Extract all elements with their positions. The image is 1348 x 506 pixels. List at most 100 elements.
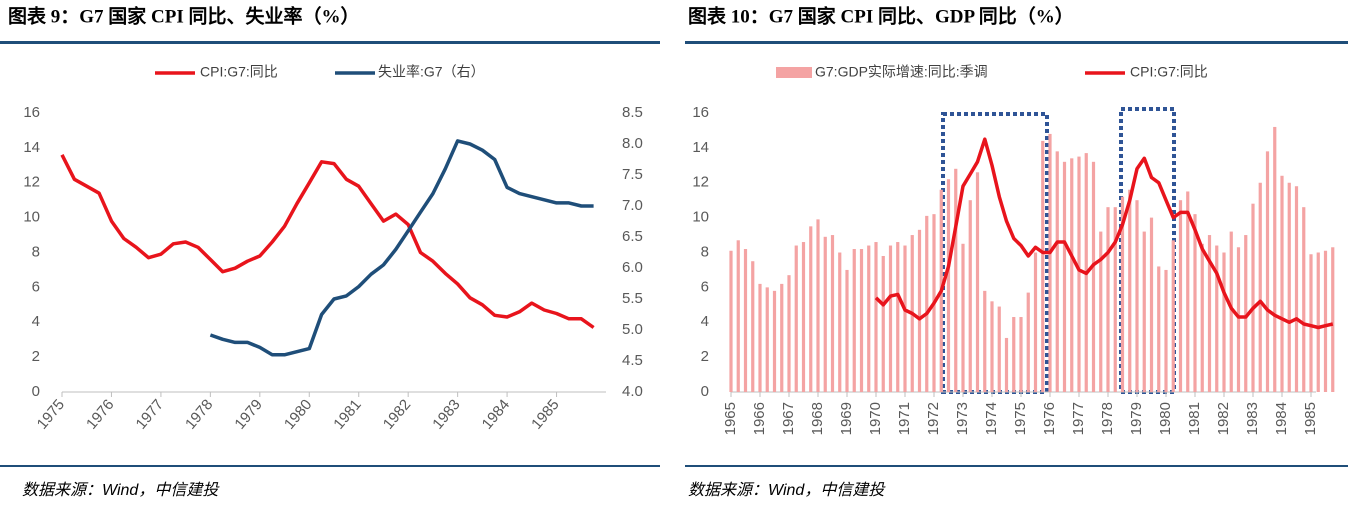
bar: [1251, 203, 1255, 392]
x-tick-label: 1966: [751, 402, 768, 435]
bar: [1164, 269, 1168, 392]
bar: [874, 242, 878, 392]
x-tick-label: 1973: [954, 402, 971, 435]
bar: [1070, 158, 1074, 392]
x-tick-label: 1981: [1186, 402, 1203, 435]
y-tick-label: 14: [692, 139, 709, 156]
x-tick-label: 1978: [182, 396, 216, 432]
bar: [830, 235, 835, 392]
x-tick-label: 1971: [896, 402, 913, 435]
bar: [925, 215, 929, 392]
bar: [743, 249, 748, 392]
y2-tick-label: 5.0: [622, 321, 643, 338]
y-tick-label: 8: [701, 243, 709, 260]
x-tick-label: 1982: [1215, 402, 1232, 435]
title-rule: [0, 41, 660, 44]
bar: [1222, 252, 1226, 392]
bar: [1287, 182, 1291, 392]
bar: [816, 219, 820, 392]
x-tick-label: 1979: [1128, 402, 1145, 435]
legend-label: 失业率:G7（右）: [378, 64, 485, 80]
bottom-rule: [685, 465, 1348, 467]
bar: [867, 245, 871, 392]
bar: [1193, 214, 1197, 392]
bar: [1294, 186, 1299, 392]
bar: [765, 287, 769, 392]
y2-tick-label: 8.5: [622, 104, 643, 121]
x-tick-label: 1974: [983, 402, 1000, 435]
source-note: 数据来源：Wind，中信建投: [688, 481, 886, 499]
y-tick-label: 2: [701, 348, 709, 365]
x-tick-label: 1972: [925, 402, 942, 435]
bar: [1178, 200, 1183, 392]
x-tick-label: 1980: [1157, 402, 1174, 435]
bar: [809, 226, 813, 392]
bar: [736, 240, 740, 392]
bar: [888, 245, 893, 392]
bar: [1041, 140, 1045, 392]
bar: [1004, 337, 1009, 392]
y-tick-label: 12: [23, 174, 40, 191]
bar: [1012, 317, 1016, 392]
legend-label: CPI:G7:同比: [200, 64, 278, 80]
bar: [1120, 196, 1125, 392]
bar: [845, 269, 849, 392]
bar: [997, 306, 1001, 392]
bar: [896, 242, 900, 392]
bar: [1302, 207, 1306, 392]
x-tick-label: 1984: [479, 396, 513, 432]
bar: [881, 255, 885, 392]
bar: [1099, 231, 1103, 392]
x-tick-label: 1977: [1070, 402, 1087, 435]
bar: [1106, 207, 1110, 392]
x-tick-label: 1968: [809, 402, 826, 435]
y2-tick-label: 6.5: [622, 228, 643, 245]
y2-tick-label: 7.5: [622, 166, 643, 183]
y-tick-label: 0: [32, 383, 40, 400]
y-tick-label: 6: [32, 278, 40, 295]
x-tick-label: 1977: [133, 396, 167, 432]
chart-title: 图表 9：G7 国家 CPI 同比、失业率（%）: [8, 4, 360, 27]
legend-label: CPI:G7:同比: [1130, 64, 1208, 80]
x-tick-label: 1976: [83, 396, 117, 432]
bar: [1055, 151, 1059, 392]
y-tick-label: 10: [692, 209, 709, 226]
bar: [1258, 182, 1262, 392]
bar: [1019, 317, 1023, 392]
bar: [1149, 217, 1154, 392]
bar: [772, 290, 777, 392]
bar: [975, 172, 980, 392]
y-tick-label: 10: [23, 209, 40, 226]
x-tick-label: 1979: [231, 396, 265, 432]
y2-tick-label: 4.5: [622, 352, 643, 369]
bar: [1157, 266, 1161, 392]
x-tick-label: 1982: [380, 396, 414, 432]
x-tick-label: 1965: [722, 402, 739, 435]
bar: [1128, 189, 1132, 392]
y-tick-label: 8: [32, 243, 40, 260]
x-tick-label: 1967: [780, 402, 797, 435]
bar: [1244, 235, 1248, 392]
bar: [780, 283, 784, 392]
bar: [903, 245, 907, 392]
y-tick-label: 16: [692, 104, 709, 121]
y2-tick-label: 7.0: [622, 197, 643, 214]
x-tick-label: 1980: [281, 396, 315, 432]
line: [874, 137, 1334, 330]
y-tick-label: 0: [701, 383, 709, 400]
bar: [1062, 161, 1067, 392]
bar: [1171, 240, 1175, 392]
bar: [729, 250, 733, 392]
y2-tick-label: 6.0: [622, 259, 643, 276]
bar: [751, 261, 755, 392]
line: [209, 139, 594, 357]
y2-tick-label: 8.0: [622, 135, 643, 152]
bar: [990, 301, 994, 392]
bar: [1142, 231, 1146, 392]
y2-tick-label: 5.5: [622, 290, 643, 307]
bar: [838, 252, 842, 392]
y-tick-label: 14: [23, 139, 40, 156]
bar: [1323, 250, 1328, 392]
x-tick-label: 1969: [838, 402, 855, 435]
x-tick-label: 1978: [1099, 402, 1116, 435]
